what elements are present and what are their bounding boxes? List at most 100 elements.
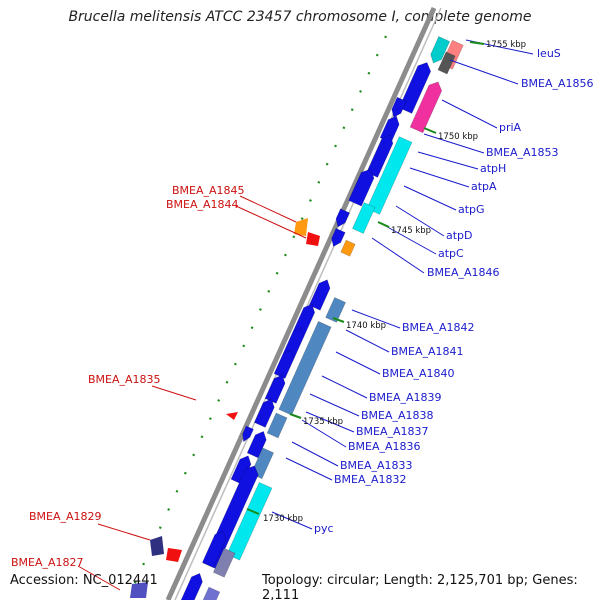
leader-line <box>441 99 498 129</box>
gene-label-bmea-a1839[interactable]: BMEA_A1839 <box>369 391 442 404</box>
gene-label-bmea-a1856[interactable]: BMEA_A1856 <box>521 77 594 90</box>
gene-arrow[interactable] <box>430 36 451 64</box>
gene-label-pria[interactable]: priA <box>499 121 522 134</box>
gene-arrow[interactable] <box>308 279 331 311</box>
gene-box[interactable] <box>325 297 346 323</box>
leader-line <box>271 511 313 530</box>
leader-line <box>239 195 297 223</box>
gene-label-bmea-a1832[interactable]: BMEA_A1832 <box>334 473 407 486</box>
gene-label-atpd[interactable]: atpD <box>446 229 473 242</box>
gene-label-bmea-a1841[interactable]: BMEA_A1841 <box>391 345 464 358</box>
gene-label-bmea-a1844[interactable]: BMEA_A1844 <box>166 198 239 211</box>
gene-arrow[interactable] <box>273 349 295 379</box>
leader-line <box>235 205 307 239</box>
leader-line <box>371 237 425 274</box>
kbp-mark: 1740 kbp <box>332 317 386 331</box>
gene-label-leuS[interactable]: leuS <box>537 47 561 60</box>
leader-line <box>403 185 457 211</box>
leader-line <box>395 205 445 237</box>
gene-label-bmea-a1845[interactable]: BMEA_A1845 <box>172 184 245 197</box>
gene-arrow[interactable] <box>335 208 351 228</box>
figure-title: Brucella melitensis ATCC 23457 chromosom… <box>68 9 532 25</box>
leader-line <box>97 523 151 541</box>
leader-line <box>381 223 437 255</box>
leader-line <box>285 457 333 481</box>
gene-arrow[interactable] <box>331 228 346 247</box>
leader-line <box>291 441 339 467</box>
right-gene-labels: leuS BMEA_A1856 priA BMEA_A1853 atpH atp… <box>314 47 594 535</box>
gene-label-bmea-a1833[interactable]: BMEA_A1833 <box>340 459 413 472</box>
kbp-mark: 1755 kbp <box>469 40 526 50</box>
backbone-line <box>165 6 437 600</box>
kbp-label: 1730 kbp <box>263 514 303 524</box>
leader-line <box>309 393 360 417</box>
kbp-label: 1745 kbp <box>391 226 431 236</box>
gene-box[interactable] <box>340 239 356 257</box>
gene-label-bmea-a1837[interactable]: BMEA_A1837 <box>356 425 429 438</box>
accession-text: Accession: NC_012441 <box>10 573 158 588</box>
gene-label-pyc[interactable]: pyc <box>314 522 334 535</box>
gene-label-bmea-a1842[interactable]: BMEA_A1842 <box>402 321 475 334</box>
gene-box[interactable] <box>366 136 413 215</box>
gene-box[interactable] <box>150 536 164 556</box>
gene-arrow[interactable] <box>246 430 267 459</box>
leader-line <box>77 565 121 591</box>
leader-line <box>351 309 401 329</box>
label-leaders <box>77 39 534 591</box>
gene-arrow[interactable] <box>230 455 252 485</box>
leader-line <box>409 167 470 188</box>
gene-arrow[interactable] <box>201 530 227 568</box>
kbp-label: 1740 kbp <box>346 321 386 331</box>
gene-features <box>130 36 464 600</box>
gene-label-bmea-a1835[interactable]: BMEA_A1835 <box>88 373 161 386</box>
leader-line <box>345 329 390 353</box>
kbp-mark: 1730 kbp <box>246 508 303 524</box>
summary-text: Topology: circular; Length: 2,125,701 bp… <box>262 573 578 600</box>
leader-line <box>423 133 485 154</box>
gene-label-bmea-a1836[interactable]: BMEA_A1836 <box>348 440 421 453</box>
kbp-mark: 1745 kbp <box>377 221 431 236</box>
gene-label-bmea-a1853[interactable]: BMEA_A1853 <box>486 146 559 159</box>
leader-line <box>151 385 197 401</box>
gene-box[interactable] <box>226 481 273 561</box>
gene-label-atph[interactable]: atpH <box>480 162 506 175</box>
leader-line <box>417 151 479 170</box>
kbp-label: 1735 kbp <box>303 417 343 427</box>
leader-line <box>449 59 519 85</box>
gene-box[interactable] <box>306 232 320 246</box>
gene-label-bmea-a1840[interactable]: BMEA_A1840 <box>382 367 455 380</box>
gene-label-bmea-a1838[interactable]: BMEA_A1838 <box>361 409 434 422</box>
kbp-label: 1750 kbp <box>438 132 478 142</box>
gene-box[interactable] <box>198 586 221 600</box>
gene-box[interactable] <box>212 547 236 578</box>
gene-label-bmea-a1827[interactable]: BMEA_A1827 <box>11 556 84 569</box>
gene-label-bmea-a1846[interactable]: BMEA_A1846 <box>427 266 500 279</box>
gene-label-atpc[interactable]: atpC <box>438 247 464 260</box>
gene-box[interactable] <box>352 202 376 234</box>
gene-label-bmea-a1829[interactable]: BMEA_A1829 <box>29 510 102 523</box>
gene-arrow[interactable] <box>180 572 203 600</box>
gene-arrow[interactable] <box>242 425 254 443</box>
gene-arrow[interactable] <box>398 62 432 114</box>
gene-box[interactable] <box>130 582 148 598</box>
gene-box[interactable] <box>226 412 238 420</box>
gene-label-atpg[interactable]: atpG <box>458 203 485 216</box>
gene-label-atpa[interactable]: atpA <box>471 180 497 193</box>
kbp-mark: 1735 kbp <box>289 413 343 427</box>
left-gene-labels: BMEA_A1845 BMEA_A1844 BMEA_A1835 BMEA_A1… <box>11 184 245 569</box>
gene-arrow[interactable] <box>409 81 443 134</box>
leader-line <box>335 351 381 375</box>
gene-arrow[interactable] <box>391 96 407 118</box>
gene-box[interactable] <box>437 51 456 75</box>
gene-arrow[interactable] <box>348 168 375 207</box>
gene-arrow[interactable] <box>253 398 275 428</box>
gene-box[interactable] <box>294 218 308 236</box>
gene-box[interactable] <box>266 412 288 439</box>
leader-line <box>305 411 355 433</box>
kbp-label: 1755 kbp <box>486 40 526 50</box>
kbp-mark: 1750 kbp <box>423 127 478 142</box>
leader-line <box>301 419 347 448</box>
gene-box[interactable] <box>166 548 182 562</box>
